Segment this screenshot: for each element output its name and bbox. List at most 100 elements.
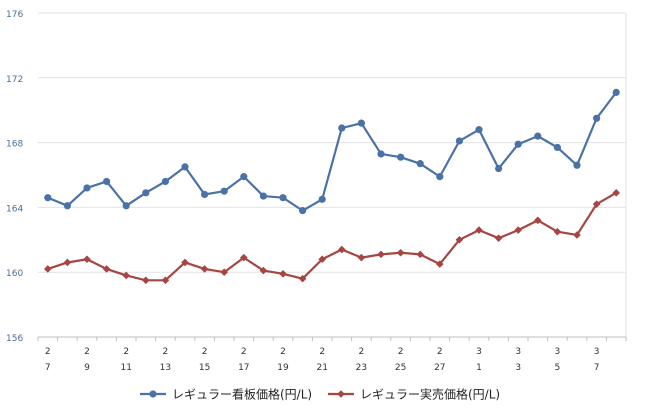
data-point bbox=[200, 265, 209, 273]
data-point bbox=[553, 143, 562, 152]
x-tick-label-day: 5 bbox=[555, 363, 561, 373]
data-point bbox=[240, 253, 248, 262]
data-point bbox=[240, 173, 248, 181]
gridlines bbox=[38, 12, 627, 338]
x-tick-label-day: 19 bbox=[277, 363, 289, 373]
data-point bbox=[44, 194, 52, 202]
data-point bbox=[83, 184, 91, 192]
data-point bbox=[142, 276, 150, 285]
data-point bbox=[161, 276, 170, 285]
x-tick-label-month: 2 bbox=[437, 347, 443, 357]
x-tick-label-month: 3 bbox=[555, 347, 561, 357]
data-point bbox=[436, 260, 444, 268]
data-point bbox=[553, 227, 562, 236]
x-tick-label-month: 2 bbox=[398, 347, 404, 357]
data-point bbox=[142, 189, 150, 197]
data-point bbox=[514, 140, 522, 148]
data-point bbox=[396, 248, 405, 257]
data-point bbox=[63, 202, 71, 210]
data-point bbox=[318, 255, 326, 264]
data-point bbox=[122, 202, 130, 210]
data-point bbox=[494, 234, 503, 242]
data-point bbox=[534, 132, 542, 140]
data-point bbox=[475, 226, 483, 234]
x-tick-label-month: 2 bbox=[45, 347, 51, 357]
x-tick-label-month: 2 bbox=[163, 347, 169, 357]
y-axis: 156 160 164 168 172 176 bbox=[6, 10, 23, 344]
x-tick-label-month: 2 bbox=[84, 347, 90, 357]
x-tick-label-month: 3 bbox=[476, 347, 482, 357]
data-point bbox=[593, 114, 601, 122]
data-point bbox=[455, 137, 463, 145]
data-point bbox=[534, 216, 542, 225]
x-tick-label-month: 3 bbox=[594, 347, 600, 357]
data-point bbox=[220, 268, 228, 276]
x-tick-label-day: 11 bbox=[120, 363, 131, 373]
legend: レギュラー看板価格(円/L) レギュラー実売価格(円/L) bbox=[140, 387, 500, 402]
data-point bbox=[377, 250, 385, 259]
data-point bbox=[220, 187, 228, 195]
data-point bbox=[416, 250, 424, 259]
legend-marker bbox=[337, 390, 345, 398]
x-tick-label-day: 3 bbox=[515, 363, 521, 373]
series-line-1 bbox=[47, 91, 618, 212]
x-tick-label-day: 9 bbox=[84, 363, 90, 373]
x-tick-label-day: 25 bbox=[395, 363, 406, 373]
data-point bbox=[103, 177, 111, 186]
data-point bbox=[63, 258, 72, 267]
data-point bbox=[338, 124, 346, 132]
data-point bbox=[181, 258, 189, 267]
y-tick-label: 168 bbox=[6, 140, 23, 150]
y-tick-label: 156 bbox=[6, 334, 23, 344]
data-point bbox=[318, 195, 326, 203]
x-tick-label-day: 17 bbox=[238, 363, 249, 373]
data-point bbox=[357, 119, 365, 127]
x-tick-label-day: 1 bbox=[476, 363, 482, 373]
data-point bbox=[573, 161, 581, 169]
data-point bbox=[416, 160, 424, 168]
data-point bbox=[495, 164, 503, 173]
data-point bbox=[455, 236, 464, 244]
x-tick-label-month: 2 bbox=[241, 347, 247, 357]
series-lines bbox=[44, 88, 620, 285]
x-tick-label-month: 2 bbox=[123, 347, 129, 357]
data-point bbox=[201, 190, 209, 199]
legend-label: レギュラー実売価格(円/L) bbox=[360, 387, 500, 402]
data-point bbox=[514, 226, 522, 234]
data-point bbox=[279, 194, 287, 202]
data-point bbox=[612, 189, 620, 197]
x-tick-label-day: 7 bbox=[45, 363, 51, 373]
data-point bbox=[436, 173, 444, 181]
x-tick-label-month: 2 bbox=[202, 347, 208, 357]
data-point bbox=[122, 271, 130, 280]
data-point bbox=[259, 266, 268, 275]
data-point bbox=[44, 265, 52, 273]
x-tick-label-day: 23 bbox=[356, 363, 367, 373]
y-tick-label: 172 bbox=[6, 75, 23, 85]
y-tick-label: 164 bbox=[6, 204, 23, 214]
data-point bbox=[298, 274, 307, 283]
x-tick-label-day: 7 bbox=[594, 363, 600, 373]
data-point bbox=[377, 150, 385, 158]
x-tick-label-day: 27 bbox=[434, 363, 445, 373]
x-tick-label-month: 2 bbox=[359, 347, 365, 357]
data-point bbox=[338, 245, 346, 254]
x-tick-label-month: 2 bbox=[280, 347, 286, 357]
x-tick-label-day: 21 bbox=[316, 363, 327, 373]
data-point bbox=[573, 231, 581, 239]
y-tick-label: 160 bbox=[6, 269, 23, 279]
data-point bbox=[181, 163, 189, 171]
data-point bbox=[475, 126, 483, 134]
data-point bbox=[357, 253, 366, 262]
x-tick-label-month: 3 bbox=[515, 347, 521, 357]
data-point bbox=[259, 192, 267, 200]
data-point bbox=[83, 255, 91, 264]
x-tick-label-month: 2 bbox=[319, 347, 325, 357]
data-point bbox=[592, 200, 601, 208]
x-tick-label-day: 15 bbox=[199, 363, 210, 373]
x-tick-label-day: 13 bbox=[160, 363, 171, 373]
data-point bbox=[102, 265, 111, 273]
series-line-2 bbox=[47, 191, 617, 282]
